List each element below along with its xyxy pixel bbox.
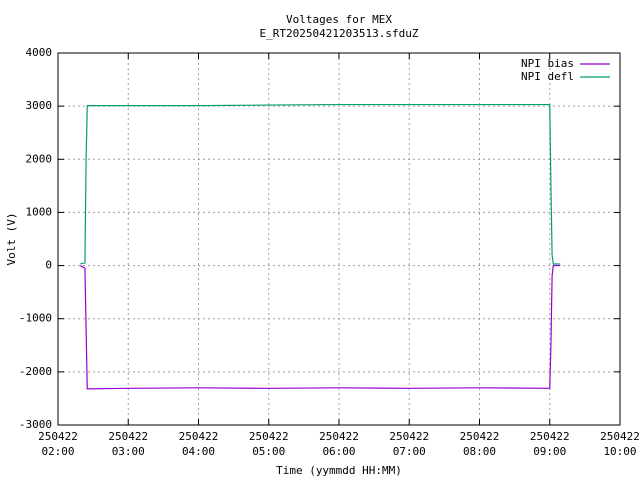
y-tick-label: 2000 [26,152,53,165]
x-tick-label-line: 250422 [38,430,78,443]
x-axis-label: Time (yymmdd HH:MM) [276,464,402,477]
x-tick-label: 250422 06:00 [319,430,359,458]
y-tick-label: -2000 [19,365,52,378]
y-tick-label: 3000 [26,99,53,112]
x-tick-label-line: 04:00 [182,445,215,458]
x-tick-label: 250422 02:00 [38,430,78,458]
series-line [79,264,561,390]
x-tick-label-line: 10:00 [603,445,636,458]
y-tick-label: 1000 [26,205,53,218]
y-axis-label: Volt (V) [5,213,18,266]
plot-border [57,52,621,426]
series-line [80,103,561,265]
y-tick-label: 4000 [26,46,53,59]
x-tick-label-line: 250422 [600,430,640,443]
x-tick-label-line: 06:00 [322,445,355,458]
x-tick-label: 250422 03:00 [108,430,148,458]
x-tick-label-line: 05:00 [252,445,285,458]
x-tick-label-line: 250422 [389,430,429,443]
chart-title: Voltages for MEX [286,13,392,26]
x-tick-label-line: 250422 [460,430,500,443]
legend-label: NPI defl [521,70,574,83]
chart-subtitle: E_RT20250421203513.sfduZ [260,27,419,40]
x-tick-label-line: 250422 [530,430,570,443]
x-tick-label-line: 250422 [249,430,289,443]
x-tick-label-line: 250422 [179,430,219,443]
x-tick-label: 250422 09:00 [530,430,570,458]
x-tick-label-line: 07:00 [393,445,426,458]
legend-label: NPI bias [521,57,574,70]
x-tick-label: 250422 08:00 [460,430,500,458]
x-tick-label-line: 250422 [108,430,148,443]
y-tick-label: -1000 [19,312,52,325]
x-tick-label: 250422 04:00 [179,430,219,458]
x-tick-label-line: 09:00 [533,445,566,458]
x-tick-label-line: 250422 [319,430,359,443]
x-tick-label-line: 08:00 [463,445,496,458]
x-tick-label-line: 03:00 [112,445,145,458]
x-tick-label: 250422 05:00 [249,430,289,458]
x-tick-label: 250422 07:00 [389,430,429,458]
y-tick-label: 0 [45,259,52,272]
x-tick-label: 250422 10:00 [600,430,640,458]
y-tick-label: -3000 [19,418,52,431]
x-tick-label-line: 02:00 [41,445,74,458]
